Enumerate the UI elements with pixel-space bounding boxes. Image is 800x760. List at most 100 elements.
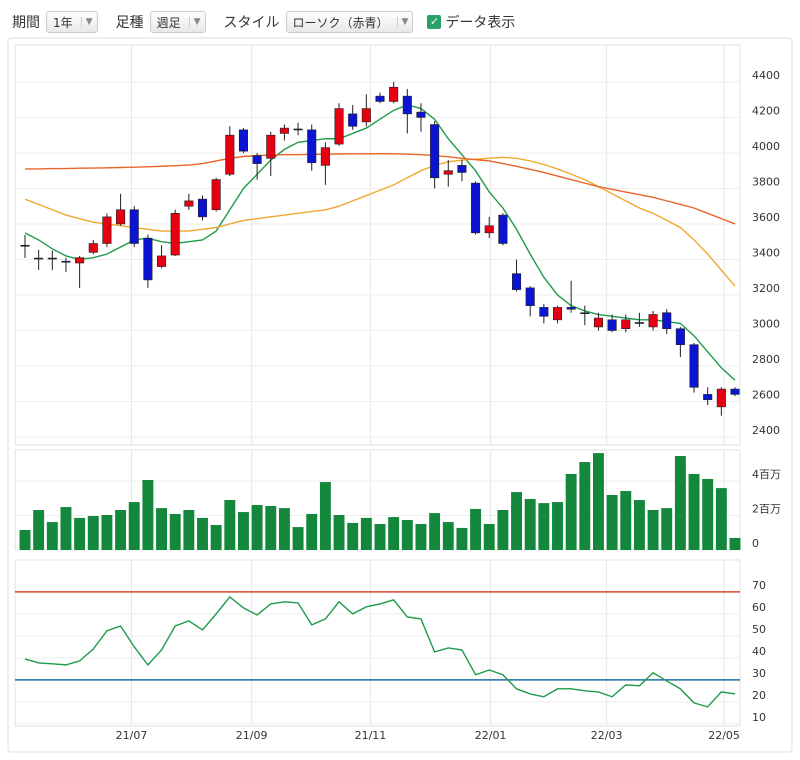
volume-bar [579,462,591,550]
y-tick-label: 70 [752,579,766,592]
x-tick-label: 22/01 [475,729,507,742]
checkbox[interactable]: ✓ [427,15,442,29]
volume-bar [33,510,45,550]
volume-bar [197,517,208,550]
y-tick-label: 20 [752,689,766,702]
moving-average [24,156,736,287]
volume-bar [251,505,263,550]
candle-body [539,307,549,317]
volume-bar [606,495,618,550]
x-tick-label: 22/05 [708,729,740,742]
volume-bar [74,517,86,550]
y-tick-label: 10 [752,711,766,724]
candle-body [525,287,535,306]
arrow: ▼ [396,17,408,27]
volume-bar [633,500,645,550]
y-tick-label: 2百万 [752,503,781,516]
volume-bar [292,527,304,550]
candle-body [129,209,139,244]
y-tick-label: 3400 [752,246,780,259]
volume-bar [238,512,249,550]
candle-body [662,312,672,330]
volume-bar [715,488,727,550]
candle-body [689,344,699,388]
volume-bar [688,473,700,550]
frame [7,37,793,753]
candle-body [279,127,289,134]
volume-bar [497,510,509,550]
candle-body [703,394,713,401]
candle-body [375,95,385,102]
candle-body [34,257,44,260]
panel [14,44,741,446]
volume-bar [374,523,386,550]
y-tick-label: 3200 [752,282,780,295]
volume-bar [456,527,468,550]
candle-body [47,257,57,260]
candle-body [102,216,112,244]
volume-bar [101,515,113,550]
dropdown[interactable]: 週足 ▼ [149,11,206,33]
candle-body [293,128,303,131]
volume-bar [46,522,58,550]
dropdown[interactable]: ローソク（赤青） ▼ [285,11,414,33]
candle-body [238,129,248,152]
y-tick-label: 40 [752,645,766,658]
volume-bar [401,520,413,550]
candle-body [307,129,317,164]
volume-bar [128,502,140,550]
y-tick-label: 0 [752,537,759,550]
volume-bar [183,510,195,550]
y-tick-label: 4000 [752,140,780,153]
volume-bar [511,492,522,550]
candle-body [416,111,426,118]
candle-body [266,134,276,159]
candle-body [457,165,467,173]
candle-body [675,328,685,345]
checkbox-label[interactable]: データ表示 [445,15,516,31]
volume-bar [115,510,127,550]
candle-body [361,108,371,123]
volume-bar [620,491,632,550]
candle-body [211,179,221,211]
y-tick-label: 4400 [752,69,780,82]
volume-bar [388,517,400,550]
candle-body [402,95,412,115]
dropdown[interactable]: 1年 ▼ [46,11,98,33]
volume-bar [524,498,536,550]
candle-body [116,209,126,225]
candle-body [716,388,726,408]
volume-bar [442,522,454,550]
value: 1年 [53,15,73,30]
value: 週足 [156,15,181,30]
label: 足種 [115,15,144,31]
rsi-line [24,595,736,708]
y-tick-label: 4百万 [752,468,781,481]
panel [14,559,741,727]
volume-bar [429,513,441,550]
volume-bar [142,480,154,550]
y-tick-label: 2400 [752,424,780,437]
candle-body [566,307,576,310]
volume-bar [210,525,222,550]
candle-body [20,244,30,247]
arrow: ▼ [188,17,201,27]
volume-bar [470,508,482,550]
volume-bar [674,456,686,550]
volume-bar [552,502,563,550]
candle-body [471,182,481,234]
moving-average [24,104,736,381]
x-tick-label: 21/11 [355,729,387,742]
volume-bar [565,473,577,550]
candle-body [634,322,644,324]
y-tick-label: 50 [752,623,766,636]
y-tick-label: 3000 [752,317,780,330]
volume-bar [347,522,359,550]
moving-average [25,152,736,225]
candle-body [730,388,740,395]
candle-body [430,124,440,179]
volume-bar [647,510,659,550]
x-tick-label: 22/03 [591,729,623,742]
candle-body [225,134,235,175]
